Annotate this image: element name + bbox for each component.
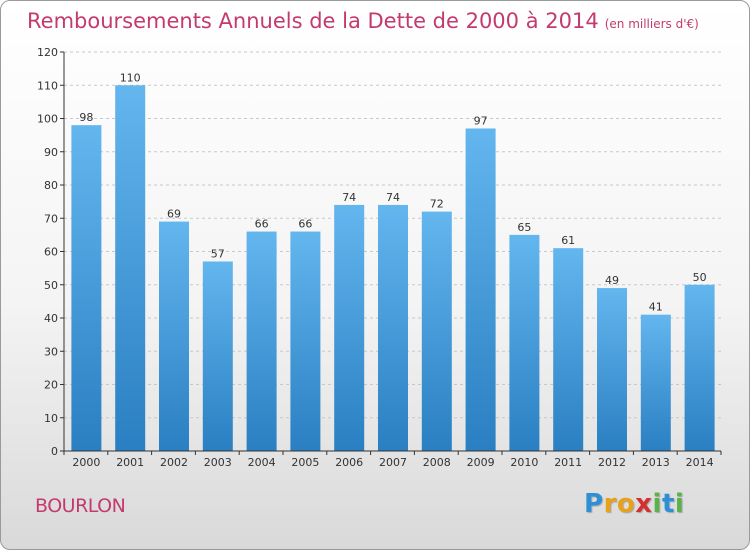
bar-value-label: 66 (298, 218, 312, 231)
y-tick-label: 80 (44, 179, 58, 192)
x-tick-label: 2008 (423, 456, 451, 469)
y-tick-label: 20 (44, 379, 58, 392)
bars (71, 85, 715, 452)
y-tick-label: 40 (44, 312, 58, 325)
bar-value-label: 110 (120, 71, 141, 84)
bar-value-label: 49 (605, 274, 619, 287)
bar (421, 211, 452, 451)
x-tick-label: 2005 (291, 456, 319, 469)
chart-title-text: Remboursements Annuels de la Dette de 20… (27, 9, 599, 33)
proxiti-logo: Proxiti (584, 489, 685, 519)
bar-value-label: 66 (255, 218, 269, 231)
bar-value-label: 65 (517, 221, 531, 234)
bar-value-label: 41 (649, 301, 663, 314)
x-tick-label: 2012 (598, 456, 626, 469)
x-tick-label: 2013 (642, 456, 670, 469)
y-tick-label: 0 (51, 445, 58, 458)
x-tick-label: 2002 (160, 456, 188, 469)
bar (115, 85, 146, 451)
commune-name: BOURLON (35, 495, 126, 517)
bar (334, 204, 365, 451)
bar (597, 288, 627, 451)
bar (159, 221, 189, 451)
y-tick-label: 120 (37, 46, 58, 59)
bar-value-label: 61 (561, 234, 575, 247)
x-tick-label: 2000 (72, 456, 100, 469)
bar (553, 248, 584, 451)
x-tick-label: 2014 (686, 456, 714, 469)
bar-value-label: 74 (386, 191, 400, 204)
x-tick-label: 2011 (554, 456, 582, 469)
x-tick-label: 2009 (467, 456, 495, 469)
bar-value-label: 72 (430, 198, 444, 211)
bar-value-label: 98 (79, 111, 93, 124)
bar-value-label: 50 (693, 271, 707, 284)
y-tick-label: 110 (37, 79, 58, 92)
labels: 0 10 20 30 40 50 60 70 80 90 100 110 120 98 2000 110 200… (37, 46, 714, 469)
y-tick-label: 10 (44, 412, 58, 425)
x-tick-label: 2006 (335, 456, 363, 469)
x-tick-label: 2010 (510, 456, 538, 469)
bar (509, 234, 540, 451)
x-tick-label: 2003 (204, 456, 232, 469)
bar-value-label: 97 (474, 114, 488, 127)
y-tick-label: 60 (44, 246, 58, 259)
y-tick-label: 100 (37, 113, 58, 126)
bar (202, 261, 233, 451)
bar-value-label: 69 (167, 208, 181, 221)
chart-subtitle: (en milliers d'€) (604, 17, 699, 31)
bar (71, 125, 102, 452)
y-tick-label: 70 (44, 212, 58, 225)
chart-title: Remboursements Annuels de la Dette de 20… (27, 9, 699, 33)
axes (60, 51, 722, 455)
bar (465, 128, 496, 451)
y-tick-label: 50 (44, 279, 58, 292)
x-tick-label: 2007 (379, 456, 407, 469)
bar-value-label: 74 (342, 191, 356, 204)
y-tick-label: 90 (44, 146, 58, 159)
x-tick-label: 2004 (248, 456, 276, 469)
bar (378, 204, 408, 451)
y-tick-label: 30 (44, 345, 58, 358)
bar (290, 231, 321, 451)
bar (246, 231, 277, 451)
x-tick-label: 2001 (116, 456, 144, 469)
bar (640, 314, 671, 451)
bar (684, 284, 715, 451)
bar-value-label: 57 (211, 247, 225, 260)
